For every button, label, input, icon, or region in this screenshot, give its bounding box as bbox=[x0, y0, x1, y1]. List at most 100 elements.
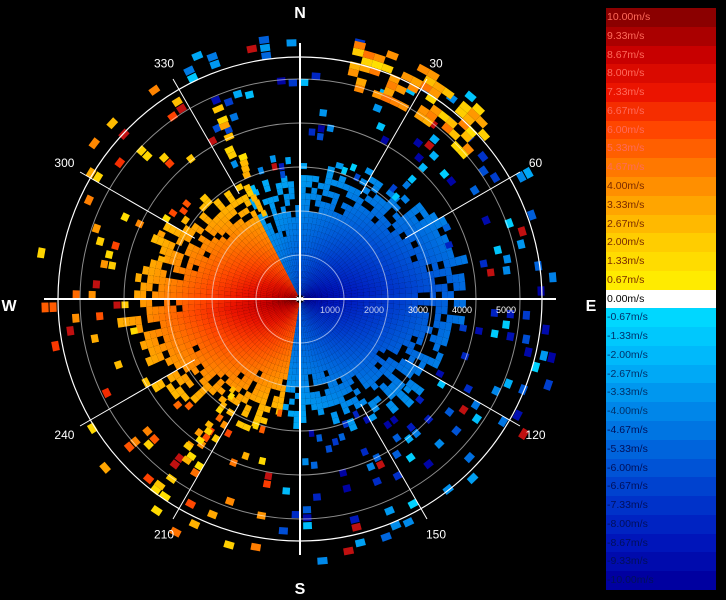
velocity-color-legend: 10.00m/s 9.33m/s 8.67m/s 8.00m/s 7.33m/s 6.67… bbox=[606, 8, 716, 590]
echo-cell bbox=[293, 332, 297, 339]
echo-cell bbox=[378, 334, 386, 342]
echo-cell bbox=[284, 242, 290, 249]
echo-cell bbox=[151, 337, 160, 347]
echo-cell bbox=[326, 342, 332, 350]
echo-cell bbox=[312, 286, 319, 291]
echo-cell bbox=[357, 288, 364, 293]
echo-cell bbox=[211, 236, 220, 245]
echo-cell bbox=[248, 306, 256, 310]
echo-cell bbox=[306, 306, 312, 311]
echo-cell bbox=[431, 229, 441, 239]
echo-cell bbox=[321, 226, 328, 234]
azimuth-label: 60 bbox=[529, 156, 543, 170]
echo-cell bbox=[220, 215, 230, 225]
echo-cell bbox=[373, 277, 381, 284]
echo-cell bbox=[274, 325, 281, 332]
legend-entry: -4.67m/s bbox=[606, 421, 716, 440]
echo-cell bbox=[262, 392, 270, 400]
echo-cell bbox=[257, 326, 265, 332]
echo-cell bbox=[318, 283, 325, 288]
echo-cell bbox=[272, 296, 279, 298]
echo-cell bbox=[294, 277, 297, 284]
echo-cell bbox=[234, 334, 242, 341]
echo-cell bbox=[330, 331, 337, 338]
echo-cell bbox=[312, 276, 318, 282]
echo-cell bbox=[352, 272, 360, 279]
echo-cell bbox=[140, 299, 147, 308]
echo-cell bbox=[292, 307, 296, 314]
echo-speckle bbox=[460, 130, 473, 143]
echo-cell bbox=[400, 222, 410, 232]
echo-cell bbox=[395, 324, 403, 332]
echo-cell bbox=[349, 345, 357, 353]
echo-cell bbox=[342, 327, 349, 334]
echo-cell bbox=[303, 223, 308, 230]
echo-cell bbox=[212, 285, 220, 291]
echo-cell bbox=[214, 320, 223, 327]
echo-cell bbox=[260, 290, 267, 294]
echo-cell bbox=[327, 256, 333, 264]
echo-cell bbox=[155, 260, 163, 270]
echo-cell bbox=[300, 374, 305, 381]
legend-label: 7.33m/s bbox=[607, 86, 645, 99]
echo-cell bbox=[204, 328, 213, 335]
legend-label: -6.67m/s bbox=[607, 480, 648, 493]
echo-cell bbox=[366, 211, 375, 221]
echo-speckle bbox=[343, 546, 355, 556]
echo-cell bbox=[308, 304, 314, 309]
echo-cell bbox=[327, 222, 334, 230]
echo-cell bbox=[267, 264, 274, 271]
echo-cell bbox=[308, 311, 313, 318]
echo-cell bbox=[312, 336, 317, 343]
echo-cell bbox=[218, 302, 225, 308]
echo-cell bbox=[350, 193, 359, 203]
echo-cell bbox=[417, 299, 424, 306]
echo-cell bbox=[300, 392, 306, 399]
echo-cell bbox=[383, 241, 392, 249]
echo-cell bbox=[363, 324, 371, 330]
echo-speckle bbox=[417, 104, 430, 117]
echo-cell bbox=[411, 299, 418, 306]
echo-cell bbox=[281, 277, 287, 283]
echo-cell bbox=[253, 262, 260, 269]
echo-cell bbox=[365, 258, 374, 265]
echo-cell bbox=[411, 304, 418, 312]
echo-cell bbox=[288, 272, 293, 279]
echo-cell bbox=[183, 274, 191, 282]
echo-speckle bbox=[404, 434, 414, 444]
echo-cell bbox=[385, 400, 396, 410]
echo-cell bbox=[311, 403, 318, 411]
echo-cell bbox=[252, 275, 260, 281]
echo-cell bbox=[325, 272, 332, 278]
echo-cell bbox=[306, 319, 311, 326]
echo-cell bbox=[203, 197, 214, 208]
echo-cell bbox=[250, 246, 258, 254]
echo-cell bbox=[376, 240, 384, 248]
echo-cell bbox=[267, 334, 273, 342]
echo-cell bbox=[338, 260, 346, 267]
echo-cell bbox=[180, 215, 190, 225]
echo-cell bbox=[245, 235, 253, 243]
echo-speckle bbox=[371, 59, 384, 70]
legend-swatch bbox=[606, 364, 716, 384]
echo-speckle bbox=[88, 290, 96, 299]
echo-cell bbox=[292, 265, 296, 272]
echo-cell bbox=[159, 342, 168, 353]
echo-cell bbox=[363, 305, 370, 310]
echo-cell bbox=[314, 200, 321, 208]
echo-cell bbox=[164, 284, 171, 293]
echo-cell bbox=[316, 243, 321, 251]
echo-speckle bbox=[250, 194, 258, 202]
echo-cell bbox=[281, 329, 287, 336]
echo-cell bbox=[389, 339, 397, 348]
echo-cell bbox=[446, 274, 454, 284]
echo-cell bbox=[315, 328, 320, 335]
echo-cell bbox=[380, 280, 387, 287]
echo-cell bbox=[367, 261, 375, 269]
echo-speckle bbox=[169, 459, 181, 470]
echo-cell bbox=[314, 305, 321, 309]
echo-cell bbox=[316, 231, 322, 239]
echo-cell bbox=[345, 385, 353, 394]
echo-cell bbox=[374, 281, 381, 288]
echo-cell bbox=[330, 339, 337, 346]
